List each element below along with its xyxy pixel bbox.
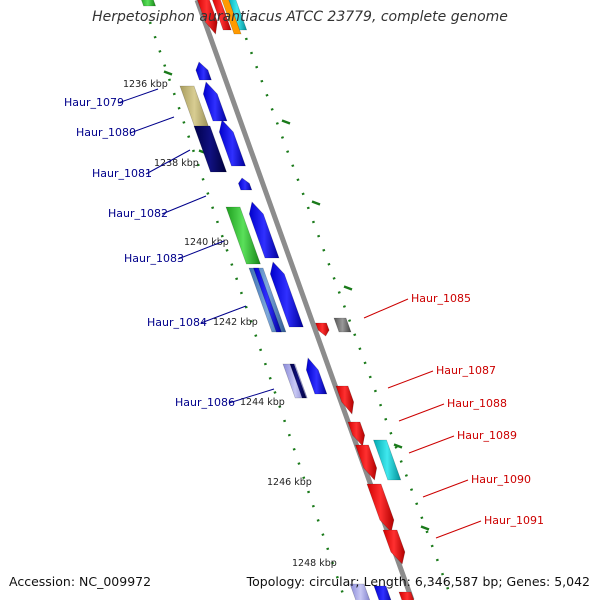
scale-label: 1240 kbp [184,237,229,248]
scale-label-layer: 1236 kbp 1238 kbp 1240 kbp 1242 kbp 1244 kbp… [123,79,337,569]
gene-label-haur-1091[interactable]: Haur_1091 [484,514,544,527]
gene-label-haur-1081[interactable]: Haur_1081 [92,167,152,180]
gene-partial-top[interactable] [196,0,218,35]
leader-line [398,403,445,422]
gene-label-haur-1079[interactable]: Haur_1079 [64,96,124,109]
major-tick [393,443,403,449]
major-tick [163,70,173,76]
gene-feature-haur-1080b[interactable] [218,119,246,167]
accession-label: Accession: NC_009972 [9,574,152,589]
gc-tick-layer [148,21,454,600]
leader-line [117,88,159,104]
gene-feature-small[interactable] [238,177,253,191]
gene-feature-haur-1090b[interactable] [366,483,395,533]
gene-feature-haur-1087[interactable] [335,385,355,415]
gene-label-layer: Haur_1079 Haur_1080 Haur_1081 Haur_1082 Haur… [64,88,544,539]
gene-label-haur-1087[interactable]: Haur_1087 [436,364,496,377]
major-tick [281,119,291,125]
scale-label: 1246 kbp [267,477,312,488]
scale-label: 1238 kbp [154,158,199,169]
scale-label: 1236 kbp [123,79,168,90]
gene-partial-bottom[interactable] [373,585,392,600]
gene-feature-haur-1088[interactable] [347,421,366,447]
tick-track-inner [148,21,347,600]
leader-line [435,520,482,539]
genome-title: Herpetosiphon aurantiacus ATCC 23779, co… [92,9,508,25]
gene-feature-haur-1086-stripe[interactable] [289,363,307,399]
gene-feature-haur-1084-stripe[interactable] [253,267,282,333]
gene-feature-haur-1085b[interactable] [333,317,352,333]
leader-line [145,149,191,175]
gene-label-haur-1086[interactable]: Haur_1086 [175,396,235,409]
gene-feature-haur-1083[interactable] [225,206,261,265]
scale-label: 1248 kbp [292,558,337,569]
leader-line [177,240,225,260]
gene-label-haur-1085[interactable]: Haur_1085 [411,292,471,305]
leader-line [422,479,469,498]
gene-label-haur-1084[interactable]: Haur_1084 [147,316,207,329]
leader-line [408,435,455,454]
gene-label-haur-1090[interactable]: Haur_1090 [471,473,531,486]
gene-feature-haur-1090[interactable] [355,444,378,481]
gene-feature-haur-1091[interactable] [382,529,406,565]
gene-feature-haur-1082[interactable] [248,201,280,259]
gene-feature-small[interactable] [195,61,212,81]
gene-partial-top[interactable] [221,0,242,35]
leader-line [129,116,175,134]
gene-label-haur-1082[interactable]: Haur_1082 [108,207,168,220]
leader-line [363,298,409,319]
gene-feature-haur-1080[interactable] [202,81,228,122]
topology-label: Topology: circular; Length: 6,346,587 bp… [246,574,590,589]
gene-partial-bottom[interactable] [398,591,415,600]
gene-feature-haur-1081[interactable] [193,125,227,173]
gene-partial-top[interactable] [140,0,157,7]
leader-line [387,370,434,389]
gene-label-haur-1083[interactable]: Haur_1083 [124,252,184,265]
gene-label-haur-1088[interactable]: Haur_1088 [447,397,507,410]
scale-label: 1242 kbp [213,317,258,328]
gene-feature-haur-1086b[interactable] [305,357,328,395]
leader-line [161,195,207,215]
major-tick [420,525,430,531]
leader-line [228,388,275,404]
major-tick [343,285,353,291]
gene-label-haur-1080[interactable]: Haur_1080 [76,126,136,139]
scale-label: 1244 kbp [240,397,285,408]
gene-feature-haur-1085[interactable] [315,322,330,337]
gene-feature-haur-1089[interactable] [373,439,402,481]
gene-feature-layer [140,0,415,600]
gene-partial-bottom[interactable] [349,583,371,600]
leader-line [200,305,247,324]
major-tick [311,200,321,206]
gene-partial-top[interactable] [211,0,232,31]
gene-partial-top[interactable] [228,0,248,31]
gene-label-haur-1089[interactable]: Haur_1089 [457,429,517,442]
gene-feature-haur-1084b[interactable] [269,261,304,328]
